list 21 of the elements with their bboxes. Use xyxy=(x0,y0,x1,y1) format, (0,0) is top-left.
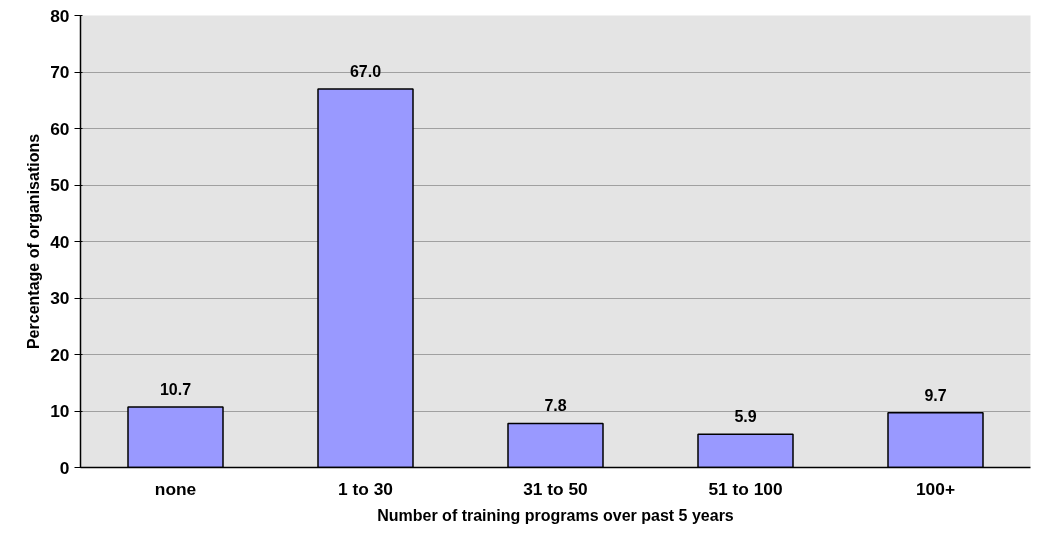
x-tick-label: 100+ xyxy=(915,478,956,499)
data-label: 10.7 xyxy=(159,381,192,399)
x-tick-label: none xyxy=(154,478,197,499)
y-tick-label: 30 xyxy=(50,288,70,308)
y-tick-label: 70 xyxy=(50,62,70,82)
x-axis-title: Number of training programs over past 5 years xyxy=(377,506,734,524)
data-label: 5.9 xyxy=(734,408,757,426)
x-tick-label: 51 to 100 xyxy=(708,478,783,499)
y-tick-label: 80 xyxy=(50,5,70,26)
y-axis-title: Percentage of organisations xyxy=(25,133,43,350)
y-tick-label: 0 xyxy=(59,457,70,478)
y-tick-label: 60 xyxy=(50,118,70,139)
y-tick-label: 10 xyxy=(50,401,70,421)
y-tick-label: 40 xyxy=(50,231,70,252)
data-label: 9.7 xyxy=(924,386,947,404)
x-tick-label: 31 to 50 xyxy=(523,478,588,499)
data-label: 7.8 xyxy=(544,397,567,415)
y-tick-label: 20 xyxy=(50,344,70,365)
x-tick-label: 1 to 30 xyxy=(338,478,393,499)
data-label: 67.0 xyxy=(349,62,382,80)
y-tick-label: 50 xyxy=(50,175,70,195)
